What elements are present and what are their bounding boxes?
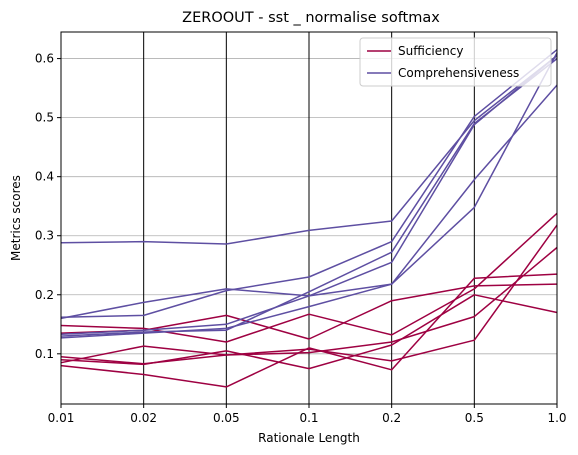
comprehensiveness-series-line-9 — [60, 49, 558, 318]
y-axis-label: Metrics scores — [9, 175, 23, 261]
legend-label-sufficiency: Sufficiency — [398, 44, 463, 58]
comprehensiveness-series-line-10 — [60, 58, 558, 337]
legend-label-comprehensiveness: Comprehensiveness — [398, 66, 519, 80]
x-tick-label: 0.1 — [299, 411, 318, 425]
comprehensiveness-series-line-7 — [60, 55, 558, 245]
x-tick-label: 0.01 — [48, 411, 75, 425]
chart-title: ZEROOUT - sst _ normalise softmax — [182, 10, 440, 26]
comprehensiveness-series-line-11 — [60, 52, 558, 339]
y-tick-label: 0.6 — [35, 52, 54, 66]
x-tick-label: 0.05 — [213, 411, 240, 425]
series-layer — [60, 49, 558, 388]
sufficiency-series-line-1 — [60, 212, 558, 343]
y-tick-label: 0.3 — [35, 229, 54, 243]
legend: Sufficiency Comprehensiveness — [359, 37, 552, 87]
sufficiency-series-line-6 — [60, 294, 558, 370]
legend-box — [359, 37, 552, 87]
sufficiency-series-line-5 — [60, 273, 558, 388]
x-tick-label: 0.02 — [130, 411, 157, 425]
y-tick-label: 0.4 — [35, 170, 54, 184]
y-axis: 0.1 0.2 0.3 0.4 0.5 0.6 — [35, 52, 61, 361]
x-axis-label: Rationale Length — [258, 431, 360, 445]
x-tick-label: 0.5 — [465, 411, 484, 425]
x-tick-label: 0.2 — [382, 411, 401, 425]
x-axis: 0.01 0.02 0.05 0.1 0.2 0.5 1.0 — [48, 404, 567, 425]
sufficiency-series-line-4 — [60, 246, 558, 364]
y-tick-label: 0.5 — [35, 111, 54, 125]
y-tick-label: 0.1 — [35, 347, 54, 361]
x-tick-label: 1.0 — [547, 411, 566, 425]
comprehensiveness-series-line-12 — [60, 55, 558, 336]
y-tick-label: 0.2 — [35, 288, 54, 302]
